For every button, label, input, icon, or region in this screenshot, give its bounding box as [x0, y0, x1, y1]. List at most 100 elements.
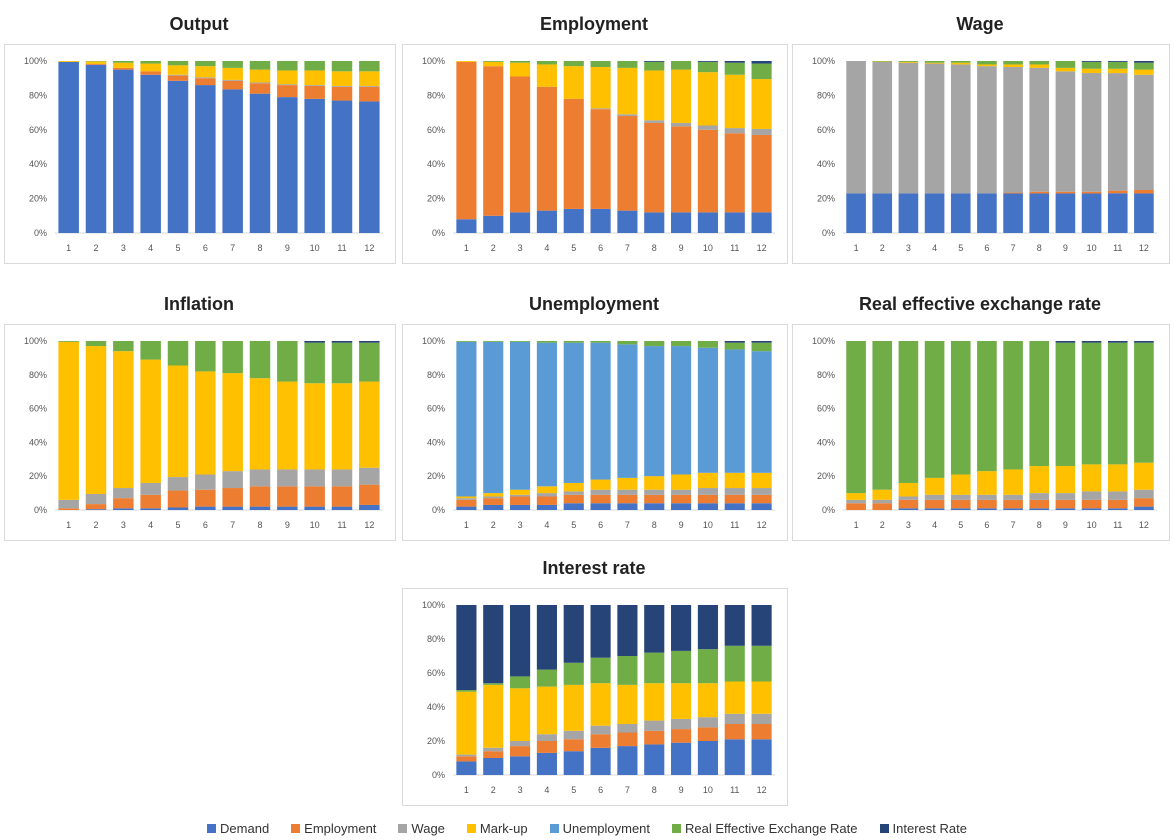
bar-segment — [456, 219, 477, 233]
bar-segment — [113, 69, 134, 233]
bar-segment — [950, 494, 971, 500]
bar-segment — [167, 477, 189, 491]
bar-segment — [249, 69, 271, 83]
bar-segment — [331, 342, 353, 384]
bar-segment — [977, 508, 997, 510]
bar-segment — [671, 61, 692, 70]
bar-segment — [304, 85, 325, 86]
y-tick-label: 0% — [822, 228, 835, 238]
bar-segment — [140, 341, 161, 360]
bar-segment — [277, 506, 298, 510]
bar-segment — [510, 756, 531, 775]
x-tick-label: 3 — [906, 520, 911, 530]
y-tick-label: 80% — [817, 90, 835, 100]
bar-segment — [751, 724, 772, 740]
bar-segment — [456, 496, 477, 499]
bar-segment — [536, 605, 557, 670]
stacked-bar-chart: 0%20%40%60%80%100%1 2 3 4 5 6 7 8 9 10 11 12 — [24, 56, 383, 253]
x-tick-label: 7 — [625, 520, 630, 530]
bar-segment — [924, 494, 945, 500]
x-tick-label: 12 — [757, 243, 767, 253]
bar-segment — [456, 498, 477, 500]
chart-title: Employment — [539, 14, 649, 34]
bar-segment — [510, 341, 531, 490]
bar-segment — [724, 645, 745, 682]
bar-segment — [536, 210, 557, 233]
bar-segment — [617, 494, 638, 504]
bar-segment — [277, 486, 298, 507]
bar-segment — [924, 508, 945, 510]
bar-segment — [167, 365, 189, 478]
bar-segment — [456, 499, 477, 507]
bar-segment — [1055, 342, 1076, 467]
bar-segment — [1055, 191, 1076, 194]
bar-segment — [590, 734, 611, 748]
bar-segment — [617, 684, 638, 724]
x-tick-label: 1 — [66, 520, 71, 530]
bar-segment — [113, 67, 134, 70]
bar-segment — [1081, 68, 1102, 74]
chart-panel-real-effective-exchange-rate: Real effective exchange rate 0% 20% 40% 60%… — [792, 294, 1170, 544]
x-tick-label: 11 — [1113, 520, 1122, 530]
bar-segment — [1081, 61, 1102, 69]
bar-segment — [872, 489, 893, 500]
bar-segment — [359, 342, 380, 382]
bar-segment — [724, 494, 745, 504]
legend-label: Wage — [411, 820, 445, 836]
bar-segment — [1081, 191, 1102, 194]
chart-panel-unemployment: Unemployment 0% 20% 40% 60% 80% 100% 1 2 3 4 5 6 7 8 9… — [402, 294, 788, 544]
bar-segment — [563, 662, 584, 685]
bar-segment — [483, 498, 504, 505]
bar-segment — [277, 61, 298, 71]
bar-segment — [222, 89, 243, 233]
bar-segment — [140, 508, 161, 510]
bar-segment — [846, 341, 866, 494]
bar-segment — [950, 508, 971, 510]
x-tick-label: 8 — [1037, 520, 1042, 530]
x-tick-label: 5 — [571, 785, 576, 795]
bar-segment — [898, 341, 919, 483]
x-tick-label: 6 — [203, 520, 208, 530]
bar-segment — [590, 503, 611, 510]
bar-segment — [724, 605, 745, 646]
bar-segment — [563, 730, 584, 740]
bar-segment — [563, 208, 584, 233]
bar-segment — [510, 676, 531, 689]
bar-segment — [304, 61, 325, 71]
bar-segment — [359, 61, 380, 72]
bar-segment — [1081, 342, 1102, 465]
x-tick-label: 12 — [757, 520, 767, 530]
bar-segment — [1055, 341, 1076, 343]
bar-segment — [950, 341, 971, 475]
bar-segment — [751, 79, 772, 129]
x-tick-label: 1 — [464, 785, 469, 795]
bar-segment — [590, 494, 611, 504]
bar-segment — [510, 741, 531, 747]
bar-segment — [331, 383, 353, 470]
bar-segment — [304, 70, 325, 86]
y-tick-label: 40% — [29, 159, 47, 169]
bar-segment — [536, 752, 557, 775]
bar-segment — [898, 193, 919, 233]
legend-label: Employment — [304, 820, 377, 836]
bar-segment — [590, 657, 611, 684]
bar-segment — [697, 472, 718, 489]
bar-segment — [724, 724, 745, 740]
stacked-bar-chart: 0%20%40%60%80%100%1 2 3 4 5 6 7 8 9 10 11 12 — [812, 56, 1157, 253]
x-tick-label: 12 — [757, 785, 767, 795]
bar-segment — [456, 61, 477, 220]
bar-segment — [483, 215, 504, 233]
bar-segment — [304, 98, 325, 233]
bar-segment — [924, 63, 945, 194]
bar-segment — [697, 61, 718, 62]
bar-segment — [222, 79, 243, 81]
bar-segment — [644, 341, 665, 347]
bar-segment — [113, 341, 134, 352]
legend-label: Mark-up — [479, 820, 528, 836]
bar-segment — [167, 74, 189, 76]
plot-area: 0% 20% 40% 60% 80% 100% 1 2 3 4 5 6 7 8 9 10 11 12 — [4, 44, 396, 264]
bar-segment — [536, 342, 557, 487]
bar-segment — [898, 62, 919, 194]
bar-segment — [483, 758, 504, 775]
bar-segment — [113, 488, 134, 499]
